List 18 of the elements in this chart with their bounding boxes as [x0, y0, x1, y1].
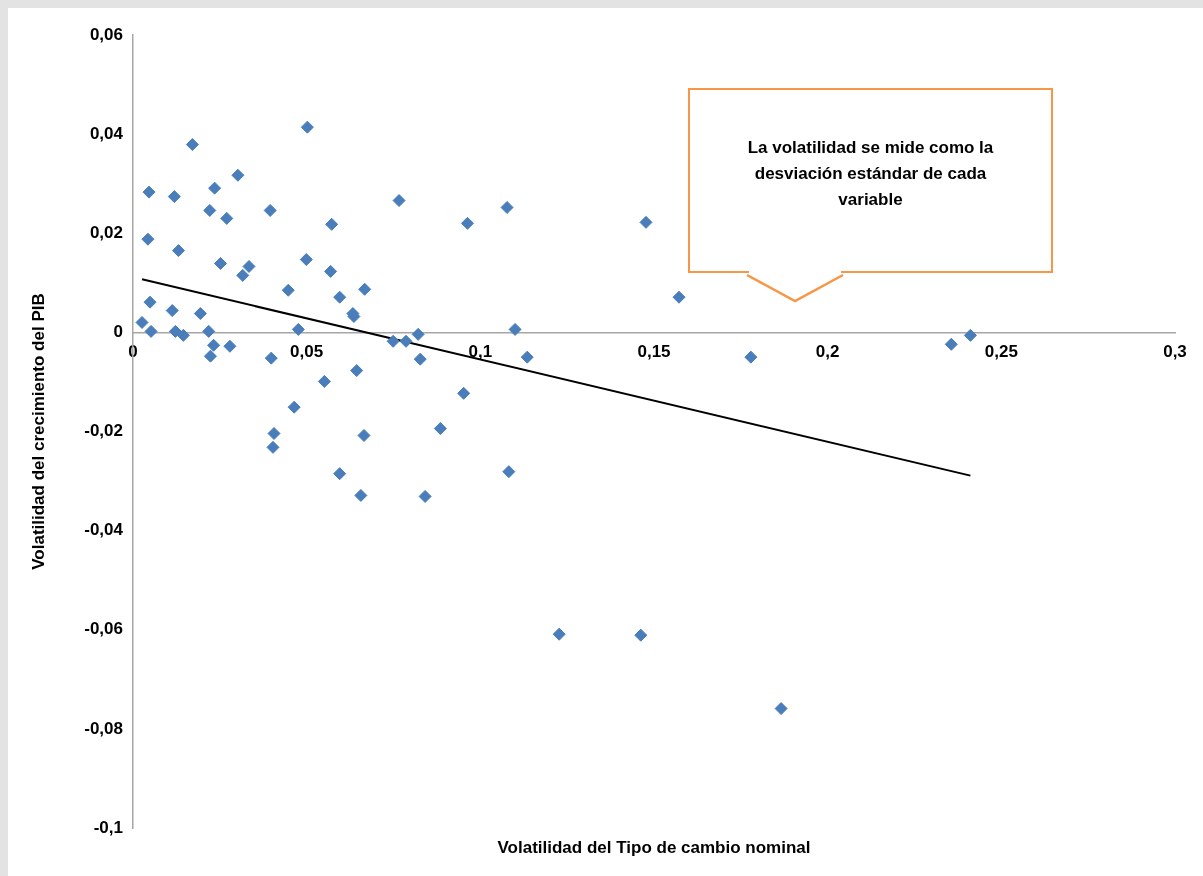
x-tick-label: 0,3 [1163, 342, 1187, 362]
x-tick-label: 0,1 [468, 342, 493, 362]
y-tick-label: -0,06 [84, 619, 123, 639]
x-tick-label: 0,15 [637, 342, 671, 362]
y-tick-label: -0,02 [84, 421, 123, 441]
y-tick-label: -0,08 [84, 718, 123, 738]
x-tick-label: 0,05 [290, 342, 324, 362]
x-tick-label: 0,25 [984, 342, 1018, 362]
y-axis-title: Volatilidad del crecimiento del PIB [28, 293, 48, 570]
y-tick-label: 0,06 [89, 24, 123, 44]
y-tick-label: -0,1 [93, 817, 123, 837]
y-tick-label: -0,04 [84, 520, 124, 540]
annotation: La volatilidad se mide como la desviación estándar de cada variable [746, 137, 995, 211]
y-tick-label: 0,04 [89, 123, 124, 143]
x-axis-title: Volatilidad del Tipo de cambio nominal [497, 837, 811, 857]
y-tick-label: 0,02 [89, 222, 123, 242]
x-tick-label: 0,2 [815, 342, 840, 362]
y-tick-label: 0 [113, 322, 123, 342]
